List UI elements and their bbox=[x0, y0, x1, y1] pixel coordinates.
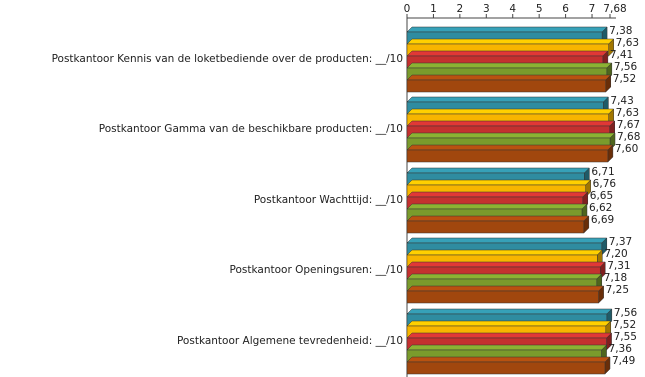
data-label: 6,71 bbox=[591, 166, 614, 178]
bar bbox=[406, 220, 585, 234]
data-label: 7,55 bbox=[614, 331, 637, 343]
x-tick-label: 0 bbox=[404, 3, 411, 15]
data-label: 7,52 bbox=[613, 319, 636, 331]
x-tick-label: 2 bbox=[457, 3, 464, 15]
bar bbox=[406, 361, 606, 375]
bar-top bbox=[406, 332, 613, 339]
bar-top bbox=[406, 96, 609, 103]
data-label: 6,76 bbox=[593, 178, 617, 190]
x-tick-label: 6 bbox=[562, 3, 569, 15]
data-label: 7,56 bbox=[614, 61, 638, 73]
bar bbox=[406, 149, 609, 163]
bar-top bbox=[406, 285, 605, 292]
data-label: 7,56 bbox=[614, 307, 638, 319]
x-tick-label: 1 bbox=[430, 3, 437, 15]
data-label: 7,52 bbox=[613, 73, 636, 85]
data-label: 7,67 bbox=[617, 119, 640, 131]
bar-top bbox=[406, 74, 612, 81]
bar bbox=[406, 290, 599, 304]
bar-top bbox=[406, 215, 590, 222]
x-tick-label: 3 bbox=[483, 3, 490, 15]
bar-top bbox=[406, 249, 603, 256]
bar bbox=[406, 79, 607, 93]
data-label: 7,49 bbox=[612, 355, 635, 367]
bar-top bbox=[406, 50, 609, 57]
data-label: 7,43 bbox=[610, 95, 633, 107]
bar-top bbox=[406, 38, 615, 45]
bar-top bbox=[406, 26, 608, 33]
bar-top bbox=[406, 132, 616, 139]
data-label: 7,63 bbox=[616, 107, 639, 119]
bar-top bbox=[406, 179, 592, 186]
bar-top bbox=[406, 356, 611, 363]
data-label: 7,38 bbox=[609, 25, 632, 37]
data-label: 7,41 bbox=[610, 49, 633, 61]
bar-top bbox=[406, 167, 590, 174]
bar-top bbox=[406, 144, 614, 151]
data-label: 7,37 bbox=[609, 236, 632, 248]
x-tick-label: 7 bbox=[589, 3, 596, 15]
category-label: Postkantoor Kennis van de loketbediende … bbox=[52, 53, 403, 65]
category-label: Postkantoor Algemene tevredenheid: __/10 bbox=[177, 335, 403, 347]
bar-top bbox=[406, 261, 606, 268]
bar-top bbox=[406, 191, 589, 198]
bar-top bbox=[406, 203, 588, 210]
bar-top bbox=[406, 344, 608, 351]
bar-top bbox=[406, 120, 616, 127]
x-tick-label: 4 bbox=[509, 3, 516, 15]
bar-top bbox=[406, 273, 603, 280]
data-label: 6,62 bbox=[589, 202, 612, 214]
data-label: 6,69 bbox=[591, 214, 614, 226]
data-label: 7,20 bbox=[604, 248, 627, 260]
data-label: 7,25 bbox=[606, 284, 629, 296]
data-label: 7,63 bbox=[616, 37, 639, 49]
bar-top bbox=[406, 108, 615, 115]
category-label: Postkantoor Gamma van de beschikbare pro… bbox=[99, 123, 403, 135]
data-label: 7,68 bbox=[617, 131, 640, 143]
data-label: 7,36 bbox=[609, 343, 633, 355]
x-tick-label: 7,68 bbox=[603, 3, 626, 15]
bar-top bbox=[406, 237, 608, 244]
data-label: 7,60 bbox=[615, 143, 638, 155]
category-label: Postkantoor Wachttijd: __/10 bbox=[254, 194, 403, 206]
category-label: Postkantoor Openingsuren: __/10 bbox=[230, 264, 403, 276]
bar-top bbox=[406, 308, 613, 315]
bar-top bbox=[406, 320, 612, 327]
bar-top bbox=[406, 62, 613, 69]
data-label: 7,31 bbox=[607, 260, 630, 272]
data-label: 6,65 bbox=[590, 190, 613, 202]
x-tick-label: 5 bbox=[536, 3, 543, 15]
data-label: 7,18 bbox=[604, 272, 627, 284]
